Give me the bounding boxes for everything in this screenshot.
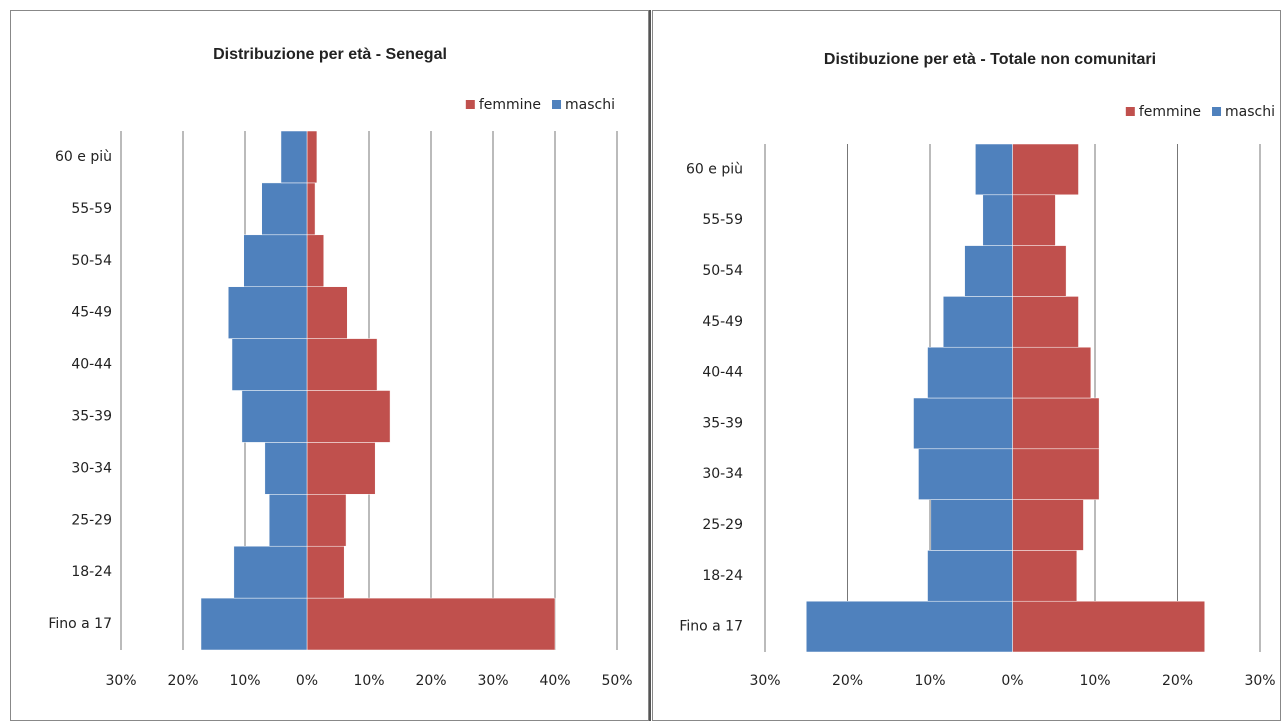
y-tick-label: 18-24	[702, 568, 743, 584]
bar	[241, 390, 308, 443]
x-tick-label: 10%	[1079, 673, 1110, 689]
chart-title: Distibuzione per età - Totale non comuni…	[824, 51, 1156, 68]
y-tick-label: 40-44	[702, 365, 743, 381]
x-tick-label: 0%	[296, 673, 318, 689]
x-tick-label: 20%	[415, 673, 446, 689]
y-tick-label: 60 e più	[55, 149, 112, 165]
bar	[306, 286, 348, 339]
bar	[306, 130, 318, 184]
y-tick-label: 55-59	[71, 201, 112, 217]
bar	[233, 545, 308, 599]
y-tick-label: 30-34	[702, 466, 743, 482]
bar	[200, 597, 308, 651]
x-tick-label: 30%	[477, 673, 508, 689]
y-tick-label: 25-29	[702, 517, 743, 533]
bar	[228, 286, 308, 339]
bar	[306, 597, 556, 651]
y-tick-label: 18-24	[71, 564, 112, 580]
bar	[918, 448, 1013, 500]
bar	[306, 494, 347, 547]
bar	[261, 182, 308, 236]
legend-swatch	[552, 100, 562, 109]
y-tick-label: 45-49	[702, 314, 743, 330]
x-tick-label: 20%	[1162, 673, 1193, 689]
bar	[1012, 296, 1079, 348]
bar	[231, 338, 308, 391]
y-tick-label: 30-34	[71, 460, 112, 476]
x-tick-label: 20%	[832, 673, 863, 689]
legend-label: femmine	[1139, 104, 1201, 120]
bar	[1012, 397, 1100, 450]
y-tick-label: 55-59	[702, 212, 743, 228]
bar	[264, 442, 308, 495]
bar	[1012, 448, 1100, 500]
legend-label: femmine	[479, 97, 541, 113]
bar	[243, 234, 308, 287]
bar	[964, 245, 1013, 297]
bar	[1012, 194, 1056, 246]
bar	[927, 550, 1013, 602]
bar	[1012, 245, 1067, 297]
legend-label: maschi	[565, 97, 615, 113]
bar	[913, 397, 1013, 450]
bar	[306, 390, 391, 443]
bar	[982, 194, 1013, 246]
legend-label: maschi	[1225, 104, 1275, 120]
bar	[306, 182, 316, 236]
y-tick-label: 60 e più	[686, 161, 743, 177]
bar	[975, 143, 1013, 196]
legend-swatch	[465, 100, 475, 109]
x-tick-label: 20%	[167, 673, 198, 689]
y-tick-label: 50-54	[71, 253, 112, 269]
bar	[930, 499, 1013, 551]
panel-border	[652, 10, 1281, 721]
bar	[306, 545, 345, 599]
bar	[1012, 550, 1078, 602]
x-tick-label: 40%	[539, 673, 570, 689]
y-tick-label: 35-39	[702, 415, 743, 431]
bar	[306, 442, 376, 495]
x-tick-label: 30%	[1244, 673, 1275, 689]
bar	[927, 346, 1013, 399]
y-tick-label: 45-49	[71, 305, 112, 321]
y-tick-label: Fino a 17	[48, 616, 112, 632]
x-tick-label: 10%	[229, 673, 260, 689]
x-tick-label: 30%	[105, 673, 136, 689]
panel-border	[10, 10, 649, 721]
bar	[806, 600, 1013, 653]
bar	[280, 130, 308, 184]
x-tick-label: 0%	[1001, 673, 1023, 689]
bar	[1012, 600, 1205, 653]
x-tick-label: 10%	[353, 673, 384, 689]
y-tick-label: 50-54	[702, 263, 743, 279]
legend-swatch	[1212, 107, 1222, 116]
bar	[1012, 346, 1092, 399]
bar	[942, 296, 1013, 348]
bar	[1012, 143, 1079, 196]
chart-title: Distribuzione per età - Senegal	[213, 46, 447, 63]
bar	[306, 234, 324, 287]
x-tick-label: 50%	[601, 673, 632, 689]
x-tick-label: 30%	[749, 673, 780, 689]
y-tick-label: 40-44	[71, 357, 112, 373]
legend-swatch	[1125, 107, 1135, 116]
x-tick-label: 10%	[914, 673, 945, 689]
y-tick-label: Fino a 17	[679, 619, 743, 635]
bar	[1012, 499, 1084, 551]
y-tick-label: 25-29	[71, 512, 112, 528]
bar	[306, 338, 378, 391]
y-tick-label: 35-39	[71, 408, 112, 424]
bar	[268, 494, 308, 547]
